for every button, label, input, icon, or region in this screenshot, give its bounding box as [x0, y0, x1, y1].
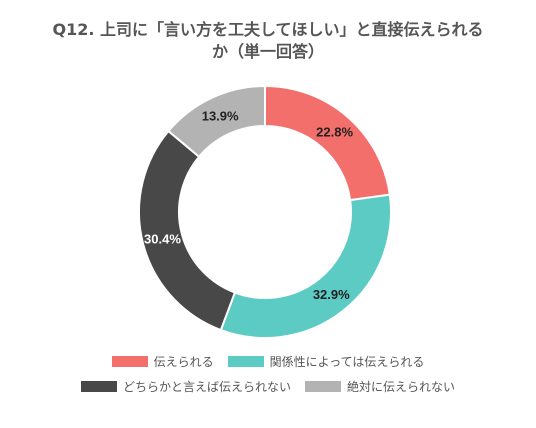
chart-title-line-1: Q12. 上司に「言い方を工夫してほしい」と直接伝えられる [52, 20, 484, 39]
donut-slices [138, 84, 392, 339]
donut-slice-2 [219, 193, 392, 339]
slice-value-label-2: 32.9% [313, 287, 350, 302]
legend-label-2: 関係性によっては伝えられる [269, 355, 425, 369]
legend-label-3: どちらかと言えば伝えられない [122, 380, 291, 394]
chart-title-line-2: か（単一回答） [211, 42, 324, 61]
legend-label-1: 伝えられる [153, 355, 214, 369]
legend-item-3[interactable]: どちらかと言えば伝えられない [80, 378, 291, 395]
legend-swatch-2 [227, 356, 264, 367]
legend-item-1[interactable]: 伝えられる [111, 353, 214, 370]
legend-row-2: どちらかと言えば伝えられない 絶対に伝えられない [0, 378, 536, 395]
chart-title: Q12. 上司に「言い方を工夫してほしい」と直接伝えられる か（単一回答） [0, 19, 536, 63]
donut-slice-4 [167, 84, 266, 159]
slice-value-label-3: 30.4% [144, 232, 181, 247]
legend-swatch-4 [305, 381, 341, 392]
legend-item-4[interactable]: 絶対に伝えられない [305, 378, 455, 395]
slice-value-label-4: 13.9% [202, 108, 239, 123]
legend-swatch-1 [111, 356, 148, 367]
legend-row-1: 伝えられる 関係性によっては伝えられる [0, 353, 536, 370]
slice-value-label-1: 22.8% [316, 125, 353, 140]
legend-item-2[interactable]: 関係性によっては伝えられる [227, 353, 425, 370]
legend-swatch-3 [80, 381, 117, 392]
legend-label-4: 絶対に伝えられない [347, 380, 456, 394]
donut-slice-1 [264, 84, 391, 202]
donut-value-labels: 22.8% 32.9% 30.4% 13.9% [144, 108, 353, 302]
